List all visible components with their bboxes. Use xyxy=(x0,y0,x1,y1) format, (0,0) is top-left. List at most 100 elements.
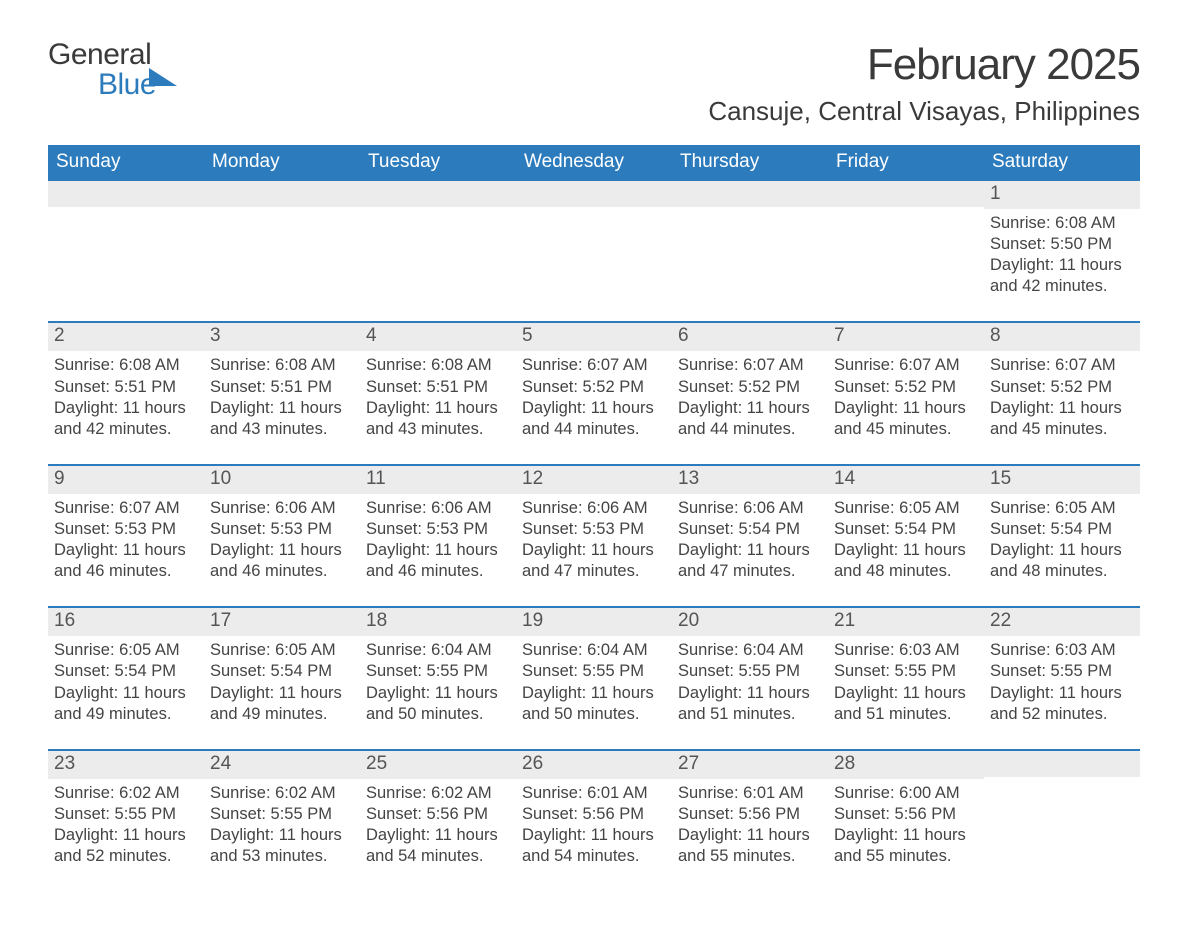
day-details: Sunrise: 6:03 AMSunset: 5:55 PMDaylight:… xyxy=(984,636,1140,724)
day-number: 12 xyxy=(516,466,672,494)
daylight-line: Daylight: 11 hours and 43 minutes. xyxy=(366,398,510,440)
day-cell xyxy=(48,181,204,297)
day-cell: 14Sunrise: 6:05 AMSunset: 5:54 PMDayligh… xyxy=(828,466,984,582)
day-cell: 18Sunrise: 6:04 AMSunset: 5:55 PMDayligh… xyxy=(360,608,516,724)
daylight-line: Daylight: 11 hours and 42 minutes. xyxy=(54,398,198,440)
day-details: Sunrise: 6:08 AMSunset: 5:50 PMDaylight:… xyxy=(984,209,1140,297)
day-number: 11 xyxy=(360,466,516,494)
sunset-line: Sunset: 5:55 PM xyxy=(834,661,978,682)
header: General Blue February 2025 Cansuje, Cent… xyxy=(48,40,1140,127)
sunrise-line: Sunrise: 6:06 AM xyxy=(366,498,510,519)
location-subtitle: Cansuje, Central Visayas, Philippines xyxy=(708,96,1140,127)
sunset-line: Sunset: 5:53 PM xyxy=(54,519,198,540)
day-number: 16 xyxy=(48,608,204,636)
day-number: 18 xyxy=(360,608,516,636)
daylight-line: Daylight: 11 hours and 42 minutes. xyxy=(990,255,1134,297)
day-details xyxy=(516,207,672,211)
day-cell: 17Sunrise: 6:05 AMSunset: 5:54 PMDayligh… xyxy=(204,608,360,724)
day-number: 7 xyxy=(828,323,984,351)
day-number: 17 xyxy=(204,608,360,636)
day-cell: 23Sunrise: 6:02 AMSunset: 5:55 PMDayligh… xyxy=(48,751,204,867)
sunrise-line: Sunrise: 6:06 AM xyxy=(522,498,666,519)
day-details: Sunrise: 6:04 AMSunset: 5:55 PMDaylight:… xyxy=(672,636,828,724)
weekday-cell: Tuesday xyxy=(360,145,516,181)
sunrise-line: Sunrise: 6:01 AM xyxy=(522,783,666,804)
day-cell: 25Sunrise: 6:02 AMSunset: 5:56 PMDayligh… xyxy=(360,751,516,867)
week-row: 23Sunrise: 6:02 AMSunset: 5:55 PMDayligh… xyxy=(48,749,1140,867)
day-number xyxy=(672,181,828,207)
daylight-line: Daylight: 11 hours and 46 minutes. xyxy=(210,540,354,582)
day-details: Sunrise: 6:08 AMSunset: 5:51 PMDaylight:… xyxy=(48,351,204,439)
sunrise-line: Sunrise: 6:05 AM xyxy=(54,640,198,661)
sunset-line: Sunset: 5:55 PM xyxy=(678,661,822,682)
day-number xyxy=(516,181,672,207)
sunrise-line: Sunrise: 6:06 AM xyxy=(678,498,822,519)
sunrise-line: Sunrise: 6:07 AM xyxy=(522,355,666,376)
day-details: Sunrise: 6:07 AMSunset: 5:52 PMDaylight:… xyxy=(828,351,984,439)
day-details: Sunrise: 6:04 AMSunset: 5:55 PMDaylight:… xyxy=(360,636,516,724)
day-details: Sunrise: 6:03 AMSunset: 5:55 PMDaylight:… xyxy=(828,636,984,724)
day-number: 4 xyxy=(360,323,516,351)
day-cell: 27Sunrise: 6:01 AMSunset: 5:56 PMDayligh… xyxy=(672,751,828,867)
sunrise-line: Sunrise: 6:08 AM xyxy=(366,355,510,376)
sunset-line: Sunset: 5:51 PM xyxy=(54,377,198,398)
day-details: Sunrise: 6:08 AMSunset: 5:51 PMDaylight:… xyxy=(204,351,360,439)
day-number: 5 xyxy=(516,323,672,351)
sunset-line: Sunset: 5:53 PM xyxy=(210,519,354,540)
day-cell: 15Sunrise: 6:05 AMSunset: 5:54 PMDayligh… xyxy=(984,466,1140,582)
day-cell: 9Sunrise: 6:07 AMSunset: 5:53 PMDaylight… xyxy=(48,466,204,582)
day-details: Sunrise: 6:06 AMSunset: 5:53 PMDaylight:… xyxy=(516,494,672,582)
daylight-line: Daylight: 11 hours and 48 minutes. xyxy=(990,540,1134,582)
day-number: 22 xyxy=(984,608,1140,636)
day-details: Sunrise: 6:05 AMSunset: 5:54 PMDaylight:… xyxy=(828,494,984,582)
week-row: 9Sunrise: 6:07 AMSunset: 5:53 PMDaylight… xyxy=(48,464,1140,582)
weekday-cell: Thursday xyxy=(672,145,828,181)
weekday-cell: Wednesday xyxy=(516,145,672,181)
sunset-line: Sunset: 5:56 PM xyxy=(678,804,822,825)
day-cell: 22Sunrise: 6:03 AMSunset: 5:55 PMDayligh… xyxy=(984,608,1140,724)
sunrise-line: Sunrise: 6:07 AM xyxy=(678,355,822,376)
sunset-line: Sunset: 5:51 PM xyxy=(210,377,354,398)
sunset-line: Sunset: 5:53 PM xyxy=(522,519,666,540)
sunset-line: Sunset: 5:55 PM xyxy=(990,661,1134,682)
sunset-line: Sunset: 5:54 PM xyxy=(210,661,354,682)
sunrise-line: Sunrise: 6:08 AM xyxy=(54,355,198,376)
day-number: 3 xyxy=(204,323,360,351)
daylight-line: Daylight: 11 hours and 50 minutes. xyxy=(522,683,666,725)
sunrise-line: Sunrise: 6:03 AM xyxy=(990,640,1134,661)
day-cell: 26Sunrise: 6:01 AMSunset: 5:56 PMDayligh… xyxy=(516,751,672,867)
day-number: 23 xyxy=(48,751,204,779)
logo-word-2: Blue xyxy=(98,70,156,100)
sunset-line: Sunset: 5:51 PM xyxy=(366,377,510,398)
weekday-cell: Sunday xyxy=(48,145,204,181)
day-details: Sunrise: 6:02 AMSunset: 5:55 PMDaylight:… xyxy=(48,779,204,867)
day-details: Sunrise: 6:07 AMSunset: 5:53 PMDaylight:… xyxy=(48,494,204,582)
day-number: 10 xyxy=(204,466,360,494)
sunset-line: Sunset: 5:54 PM xyxy=(678,519,822,540)
sunset-line: Sunset: 5:52 PM xyxy=(990,377,1134,398)
day-details: Sunrise: 6:07 AMSunset: 5:52 PMDaylight:… xyxy=(516,351,672,439)
day-number xyxy=(204,181,360,207)
sunset-line: Sunset: 5:56 PM xyxy=(522,804,666,825)
day-number: 13 xyxy=(672,466,828,494)
weekday-cell: Monday xyxy=(204,145,360,181)
day-details xyxy=(828,207,984,211)
day-details xyxy=(360,207,516,211)
day-cell: 12Sunrise: 6:06 AMSunset: 5:53 PMDayligh… xyxy=(516,466,672,582)
day-cell xyxy=(984,751,1140,867)
day-cell xyxy=(828,181,984,297)
daylight-line: Daylight: 11 hours and 51 minutes. xyxy=(834,683,978,725)
sunrise-line: Sunrise: 6:03 AM xyxy=(834,640,978,661)
sunrise-line: Sunrise: 6:01 AM xyxy=(678,783,822,804)
sunset-line: Sunset: 5:56 PM xyxy=(366,804,510,825)
day-cell: 3Sunrise: 6:08 AMSunset: 5:51 PMDaylight… xyxy=(204,323,360,439)
day-details xyxy=(204,207,360,211)
week-row: 16Sunrise: 6:05 AMSunset: 5:54 PMDayligh… xyxy=(48,606,1140,724)
day-number: 15 xyxy=(984,466,1140,494)
day-number: 25 xyxy=(360,751,516,779)
sunset-line: Sunset: 5:54 PM xyxy=(834,519,978,540)
day-cell: 11Sunrise: 6:06 AMSunset: 5:53 PMDayligh… xyxy=(360,466,516,582)
day-cell: 1Sunrise: 6:08 AMSunset: 5:50 PMDaylight… xyxy=(984,181,1140,297)
day-details: Sunrise: 6:05 AMSunset: 5:54 PMDaylight:… xyxy=(204,636,360,724)
sunrise-line: Sunrise: 6:07 AM xyxy=(54,498,198,519)
